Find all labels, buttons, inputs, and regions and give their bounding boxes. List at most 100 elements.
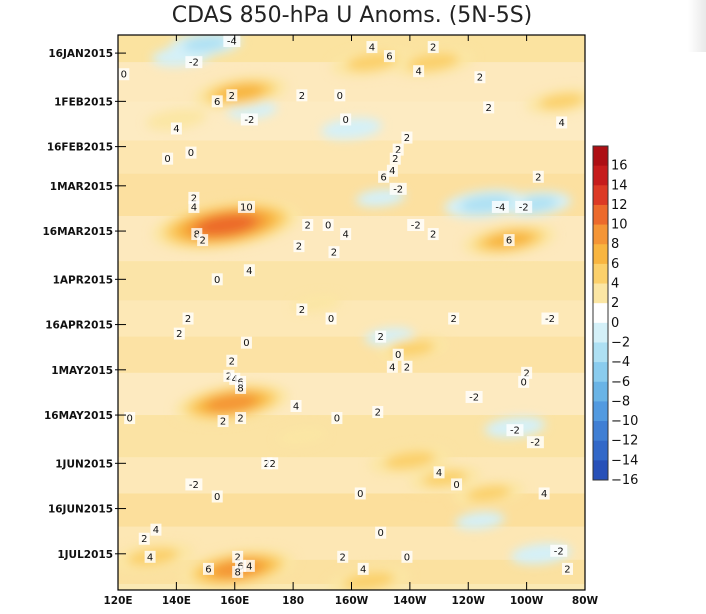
contour-label: -2 [554,546,564,557]
contour-label-bg [357,562,369,575]
anomaly-blob [183,36,228,52]
contour-label-bg [413,65,425,78]
contour-label-bg [170,122,182,135]
contour-label: 4 [369,43,375,54]
contour-label-bg [407,219,425,232]
colorbar-swatch [593,283,608,304]
y-tick-label: 1MAR2015 [50,181,113,193]
contour-label-bg [261,457,273,470]
contour-label-bg [162,152,174,165]
contour-label-bg [290,400,302,413]
contour-label-bg [182,312,194,325]
y-tick-label: 1JUL2015 [57,549,113,561]
contour-label: 0 [126,414,132,425]
contour-label-bg [340,113,352,126]
colorbar-label: −16 [611,473,638,488]
contour-label-bg [532,170,544,183]
contour-label: 0 [334,414,340,425]
anomaly-blob [455,511,505,530]
contour-label-bg [433,466,445,479]
contour-label-bg [448,312,460,325]
colorbar-swatch [593,362,608,383]
contour-label: 0 [121,70,127,81]
field-band [118,493,585,527]
contour-label: 4 [558,118,564,129]
contour-label-bg [240,336,252,349]
contour-label-bg [340,228,352,241]
contour-label-bg [328,246,340,259]
colorbar-label: 8 [611,237,619,252]
contour-label: 2 [234,552,240,563]
contour-label-bg [173,327,185,340]
contour-label-bg [474,71,486,84]
contour-label: 2 [191,193,197,204]
contour-label-bg [150,523,162,536]
contour-label: -2 [189,58,199,69]
contour-label-bg [506,424,524,437]
contour-label-bg [378,170,390,183]
contour-label: -2 [530,438,540,449]
contour-label-bg [240,113,258,126]
x-tick-label: 100W [510,595,544,607]
contour-label: 2 [176,329,182,340]
contour-label: 8 [234,567,240,578]
anomaly-blob [343,571,395,590]
x-tick-label: 120W [452,595,486,607]
contour-label: 8 [194,230,200,241]
contour-label-bg [185,146,197,159]
contour-label-bg [185,56,203,69]
contour-label-bg [334,89,346,102]
contour-label-bg [202,562,214,575]
contour-label: 2 [305,221,311,232]
contour-label: 2 [226,371,232,382]
contour-label-bg [235,381,247,394]
contour-label: 0 [342,115,348,126]
contour-label-bg [465,390,483,403]
x-tick-label: 120E [103,595,132,607]
contour-label: 2 [264,459,270,470]
y-tick-label: 16JUN2015 [48,504,113,516]
contour-label-bg [185,478,203,491]
anomaly-blob [321,117,382,140]
contour-label: 0 [328,314,334,325]
contour-label: 2 [378,332,384,343]
contour-label-bg [483,101,495,114]
contour-label: 4 [191,202,197,213]
contour-label: 4 [246,561,252,572]
contour-label-bg [243,559,255,572]
colorbar-swatch [593,322,608,343]
colorbar-label: −14 [611,453,638,468]
contour-label-bg [389,152,401,165]
contour-label: 4 [436,468,442,479]
colorbar-swatch [593,342,608,363]
contour-label-bg [427,228,439,241]
contour-label-bg [229,372,241,385]
contour-label: 2 [523,368,529,379]
contour-label-bg [392,143,404,156]
anomaly-blob [146,108,207,131]
contour-label: 4 [389,166,395,177]
contour-label: -2 [189,480,199,491]
contour-label-bg [325,312,337,325]
contour-label-bg [383,50,395,63]
y-tick-label: 1FEB2015 [54,96,113,108]
contour-label: 0 [214,275,220,286]
contour-label: 0 [214,492,220,503]
contour-label: 2 [404,362,410,373]
contour-label: 4 [293,402,299,413]
contour-label: 0 [357,489,363,500]
contour-label: 4 [415,67,421,78]
contour-label-bg [232,550,244,563]
contour-label-bg [223,35,241,48]
colorbar-swatch [593,204,608,226]
contour-label: 2 [340,552,346,563]
contour-label: 2 [229,356,235,367]
x-tick-label: 160E [220,595,249,607]
y-tick-label: 16MAY2015 [44,410,113,422]
contour-label: 0 [188,148,194,159]
contour-label-bg [235,375,247,388]
contour-label: 2 [564,564,570,575]
field-band [118,336,585,373]
contour-label: -2 [244,115,254,126]
contour-label-bg [526,436,544,449]
